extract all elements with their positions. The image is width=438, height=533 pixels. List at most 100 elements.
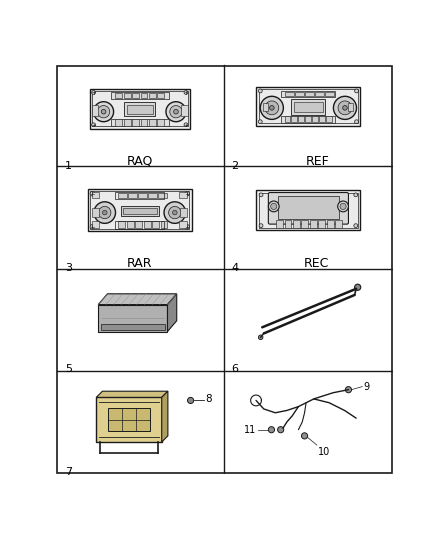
Bar [285, 92, 294, 96]
Bar [96, 398, 162, 442]
Circle shape [187, 398, 194, 403]
Bar [301, 220, 308, 228]
Bar [180, 221, 187, 228]
Circle shape [90, 224, 95, 229]
Bar [128, 193, 137, 198]
Bar [293, 220, 300, 228]
Circle shape [92, 91, 95, 94]
Text: REC: REC [304, 257, 329, 270]
Bar [115, 192, 164, 199]
Circle shape [258, 89, 262, 93]
Text: 9: 9 [364, 382, 370, 392]
Circle shape [92, 123, 95, 127]
Bar [100, 324, 165, 330]
Circle shape [338, 101, 352, 115]
Circle shape [258, 335, 263, 340]
Circle shape [94, 102, 113, 122]
Circle shape [99, 206, 111, 219]
Circle shape [97, 106, 110, 118]
Bar [127, 105, 153, 114]
Circle shape [355, 120, 358, 124]
Circle shape [166, 102, 186, 122]
Circle shape [268, 426, 275, 433]
Bar [259, 192, 358, 228]
Circle shape [338, 201, 349, 212]
Circle shape [185, 191, 190, 196]
Text: 4: 4 [231, 263, 239, 272]
Bar [118, 193, 127, 198]
Bar [127, 221, 134, 228]
Bar [92, 208, 99, 217]
Bar [181, 105, 187, 116]
Circle shape [355, 89, 358, 93]
Bar [161, 221, 167, 228]
Bar [124, 93, 131, 98]
Bar [315, 92, 324, 96]
Bar [305, 92, 314, 96]
Polygon shape [167, 294, 177, 332]
Text: 11: 11 [244, 425, 256, 435]
Circle shape [354, 224, 358, 228]
FancyBboxPatch shape [268, 192, 349, 224]
Bar [92, 221, 99, 228]
Bar [90, 191, 190, 229]
Bar [108, 408, 150, 431]
Bar [92, 91, 187, 126]
Bar [327, 220, 334, 228]
Bar [291, 116, 297, 123]
Bar [115, 119, 122, 126]
Circle shape [301, 433, 307, 439]
Text: 7: 7 [65, 467, 72, 478]
Bar [348, 103, 353, 111]
Bar [256, 87, 360, 126]
Circle shape [355, 284, 361, 290]
Polygon shape [98, 304, 167, 332]
Bar [141, 93, 148, 98]
Bar [336, 220, 342, 228]
Polygon shape [98, 294, 177, 304]
Circle shape [173, 109, 178, 114]
Bar [256, 190, 360, 230]
Circle shape [260, 96, 283, 119]
Text: 8: 8 [205, 394, 212, 404]
Circle shape [184, 123, 188, 127]
Bar [282, 91, 336, 97]
Bar [291, 99, 325, 115]
Bar [295, 92, 304, 96]
Bar [141, 119, 148, 126]
Circle shape [173, 210, 177, 215]
Text: 5: 5 [65, 364, 72, 374]
Text: 6: 6 [231, 364, 238, 374]
Bar [326, 116, 332, 123]
Bar [90, 88, 190, 128]
Bar [285, 220, 291, 228]
Circle shape [269, 106, 274, 110]
Bar [115, 93, 122, 98]
Circle shape [333, 96, 357, 119]
Circle shape [354, 193, 358, 197]
Text: 10: 10 [318, 447, 330, 457]
Bar [135, 221, 142, 228]
Bar [123, 208, 157, 214]
Bar [312, 116, 318, 123]
Bar [285, 116, 290, 123]
Bar [158, 93, 164, 98]
Bar [259, 90, 358, 123]
Circle shape [259, 193, 263, 197]
Circle shape [101, 109, 106, 114]
Bar [138, 193, 147, 198]
Bar [148, 193, 157, 198]
Bar [132, 93, 139, 98]
Bar [149, 119, 156, 126]
Bar [120, 206, 159, 216]
Bar [110, 119, 169, 126]
Circle shape [170, 106, 182, 118]
Bar [282, 116, 336, 123]
Bar [325, 92, 334, 96]
Bar [180, 208, 187, 217]
Circle shape [94, 202, 116, 223]
Bar [263, 103, 268, 111]
Bar [124, 119, 131, 126]
Bar [276, 220, 283, 228]
Bar [180, 192, 187, 198]
